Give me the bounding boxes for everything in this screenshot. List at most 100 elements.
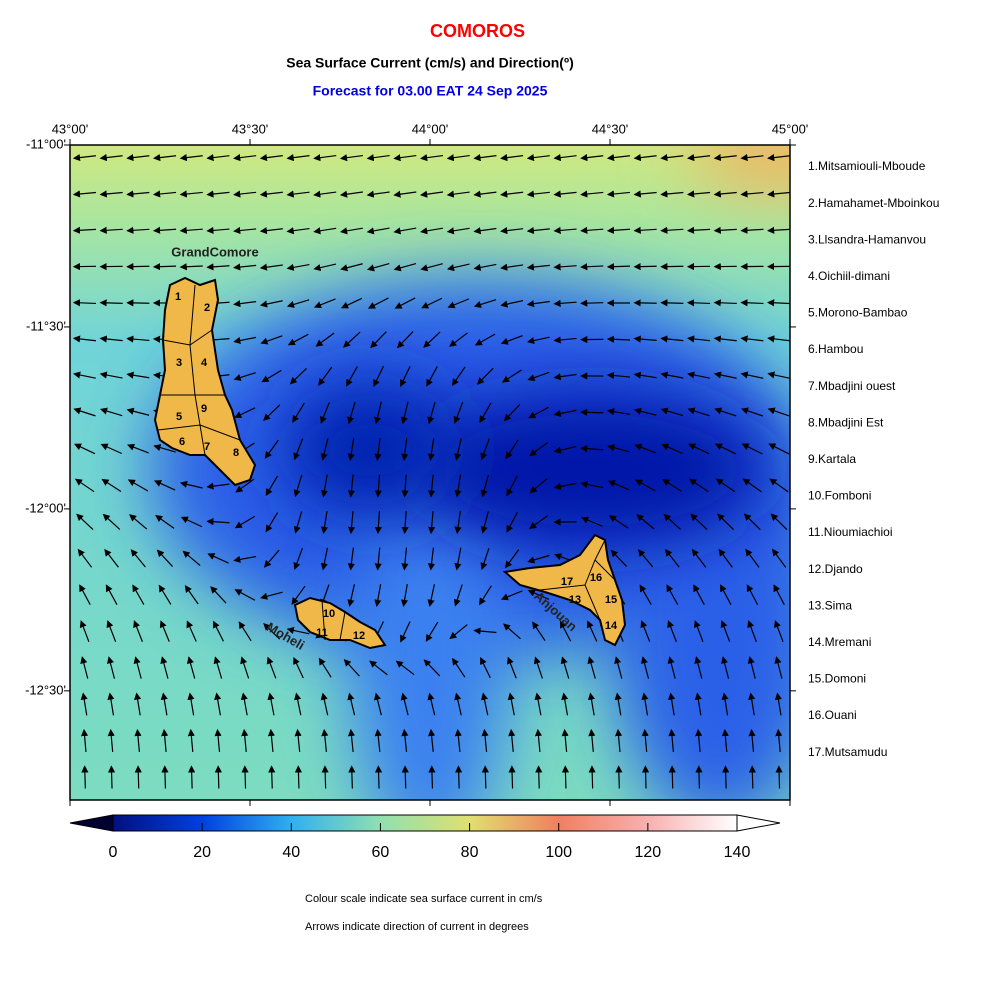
current-arrow [267, 728, 276, 753]
current-arrow [287, 333, 309, 346]
current-arrow [610, 549, 628, 567]
colorbar-over [736, 814, 781, 832]
current-arrow [347, 438, 355, 462]
district-legend: 9.Kartala [808, 452, 856, 466]
current-arrow [107, 728, 115, 753]
current-arrow [480, 511, 489, 534]
current-arrow [293, 547, 303, 570]
y-tick-label: -11°30' [26, 318, 66, 333]
current-arrow [214, 728, 222, 753]
current-arrow [668, 728, 676, 753]
current-arrow [259, 300, 283, 308]
current-arrow [342, 331, 361, 348]
current-arrow [374, 401, 382, 425]
current-arrow [179, 226, 203, 234]
current-arrow [768, 443, 790, 455]
y-tick-label: -11°00' [26, 136, 66, 151]
current-arrow [401, 510, 409, 535]
current-arrow [152, 153, 177, 162]
current-arrow [641, 692, 649, 716]
current-arrow [641, 765, 650, 789]
current-arrow [660, 335, 684, 343]
current-arrow [234, 407, 256, 418]
current-arrow [233, 154, 257, 162]
current-arrow [241, 765, 249, 789]
current-arrow [261, 369, 282, 383]
current-arrow [660, 190, 684, 198]
current-arrow [501, 369, 522, 383]
current-arrow [770, 513, 788, 531]
current-arrow [473, 299, 497, 308]
current-arrow [99, 299, 123, 307]
district-legend: 10.Fomboni [808, 489, 871, 503]
current-arrow [446, 227, 470, 235]
current-arrow [587, 656, 596, 679]
current-arrow [99, 371, 123, 379]
colorbar-label: 20 [193, 844, 211, 861]
current-arrow [126, 299, 150, 307]
current-arrow [80, 728, 89, 753]
current-arrow [370, 331, 387, 349]
current-arrow [76, 513, 94, 531]
current-arrow [313, 263, 337, 272]
current-arrow [320, 438, 329, 461]
current-arrow [580, 190, 604, 198]
current-arrow [767, 371, 790, 379]
district-legend: 15.Domoni [808, 672, 866, 686]
district-legend: 3.Llsandra-Hamanvou [808, 232, 926, 246]
current-arrow [640, 620, 651, 642]
current-arrow [606, 371, 631, 380]
current-arrow [713, 153, 737, 162]
district-legend: 17.Mutsamudu [808, 745, 887, 759]
current-arrow [553, 336, 577, 344]
current-arrow [695, 728, 703, 753]
district-number: 17 [561, 576, 573, 588]
current-arrow [152, 263, 177, 271]
current-arrow [79, 584, 91, 605]
current-arrow [210, 586, 227, 604]
current-arrow [661, 443, 683, 454]
current-arrow [767, 226, 790, 234]
current-arrow [454, 692, 462, 716]
current-arrow [130, 549, 146, 568]
current-arrow [153, 480, 176, 491]
current-arrow [722, 765, 730, 789]
current-arrow [741, 443, 763, 455]
current-arrow [453, 584, 463, 607]
current-arrow [606, 190, 631, 198]
current-arrow [455, 765, 463, 789]
current-arrow [720, 620, 731, 643]
current-arrow [234, 589, 256, 601]
islands [153, 276, 627, 650]
current-arrow [500, 227, 524, 235]
current-arrow [667, 620, 677, 642]
current-arrow [740, 190, 764, 198]
current-arrow [294, 692, 302, 716]
current-arrow [481, 728, 489, 753]
current-arrow [206, 518, 230, 526]
current-arrow [233, 263, 257, 271]
current-arrow [580, 299, 604, 307]
district-legend: 8.Mbadjini Est [808, 415, 884, 429]
current-arrow [473, 263, 497, 271]
current-arrow [503, 623, 521, 640]
current-arrow [134, 692, 142, 716]
current-arrow [660, 299, 684, 307]
current-arrow [161, 728, 169, 753]
district-number: 12 [353, 630, 365, 642]
current-arrow [428, 765, 436, 789]
current-arrow [77, 548, 93, 568]
current-arrow [106, 656, 116, 679]
current-arrow [506, 512, 518, 533]
district-legend: 16.Ouani [808, 708, 857, 722]
current-arrow [401, 474, 409, 498]
current-arrow [320, 511, 329, 535]
current-arrow [126, 371, 150, 379]
district-legend: 2.Hamahamet-Mboinkou [808, 196, 939, 210]
current-arrow [373, 692, 382, 716]
current-arrow [80, 656, 89, 679]
current-arrow [105, 584, 118, 605]
current-arrow [374, 547, 382, 571]
current-arrow [713, 190, 737, 198]
current-arrow [686, 226, 711, 234]
